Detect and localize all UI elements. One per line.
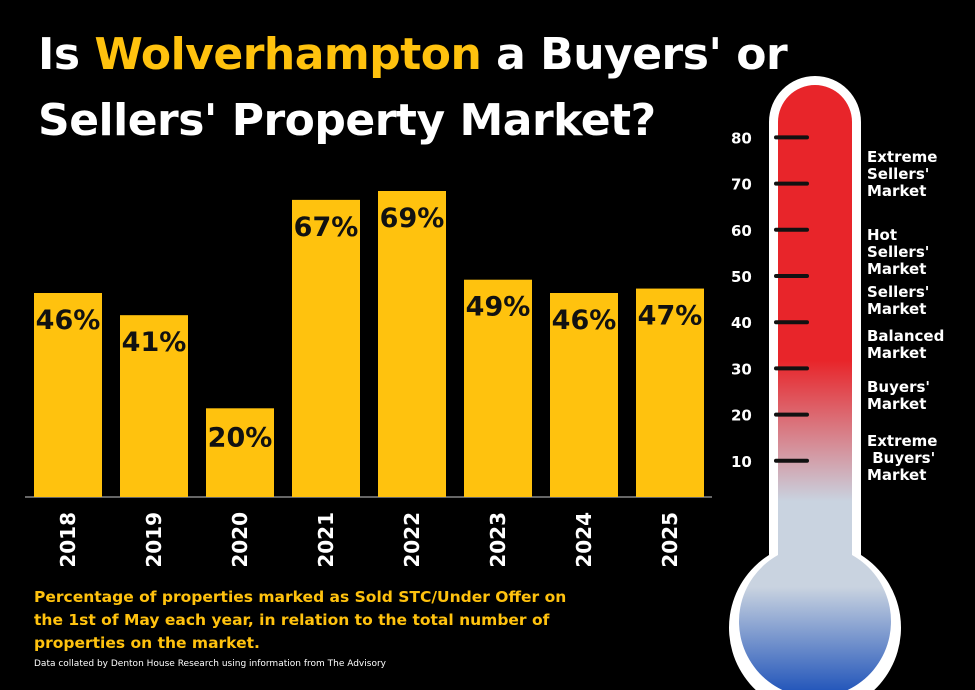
x-tick-2020: 2020 — [228, 512, 252, 568]
market-label-line: Market — [867, 181, 927, 200]
bar-2020 — [206, 408, 274, 497]
scale-label-40: 40 — [731, 314, 752, 332]
data-label-2018: 46% — [36, 305, 101, 336]
x-tick-2021: 2021 — [314, 512, 338, 568]
chart-caption: Percentage of properties marked as Sold … — [34, 588, 567, 652]
market-label-5: Extreme Buyers' Market — [867, 431, 975, 484]
market-label-line: Hot — [867, 226, 898, 245]
bar-2024 — [550, 293, 618, 497]
x-tick-2019: 2019 — [142, 512, 166, 568]
title-prefix: Is — [38, 29, 95, 80]
x-tick-2023: 2023 — [486, 512, 510, 568]
x-tick-2025: 2025 — [658, 512, 682, 568]
bar-2022 — [378, 191, 446, 497]
bar-2021 — [292, 199, 360, 497]
scale-label-70: 70 — [731, 176, 752, 194]
x-tick-2018: 2018 — [56, 512, 80, 568]
bar-2025 — [636, 288, 704, 497]
page-title: Is Wolverhampton a Buyers' or Sellers' P… — [38, 22, 788, 154]
bar-chart: 46% 2018 41% 2019 20% 2020 67% 2021 69% 2022 49% 20… — [25, 191, 712, 568]
data-label-2019: 41% — [122, 327, 187, 358]
scale-label-60: 60 — [731, 222, 752, 240]
market-label-3: Balanced Market — [867, 328, 975, 362]
scale-label-20: 20 — [731, 407, 752, 425]
bar-2023 — [464, 279, 532, 497]
market-label-0: Extreme Sellers' Market — [867, 147, 975, 200]
market-label-line: Market — [867, 300, 927, 319]
data-label-2024: 46% — [552, 305, 617, 336]
title-line2: Sellers' Property Market? — [38, 95, 656, 146]
data-label-2022: 69% — [380, 203, 445, 234]
title-line1-suffix: a Buyers' or — [481, 29, 788, 80]
x-tick-2022: 2022 — [400, 512, 424, 568]
data-label-2023: 49% — [466, 292, 531, 323]
source-note: Data collated by Denton House Research u… — [34, 659, 386, 669]
data-label-2025: 47% — [638, 301, 703, 332]
title-highlight: Wolverhampton — [94, 29, 482, 80]
market-label-1: Hot Sellers' Market — [867, 227, 975, 278]
market-label-4: Buyers' Market — [867, 379, 975, 413]
bar-2019 — [120, 315, 188, 497]
market-label-line: Balanced — [867, 327, 945, 346]
market-label-line: Sellers' — [867, 283, 930, 302]
market-label-line: Extreme — [867, 147, 938, 166]
market-label-line: Sellers' — [867, 164, 930, 183]
x-tick-2024: 2024 — [572, 512, 596, 568]
market-label-line: Sellers' — [867, 243, 930, 262]
bar-2018 — [34, 293, 102, 497]
market-label-line: Market — [867, 260, 927, 279]
market-label-2: Sellers' Market — [867, 284, 975, 318]
scale-label-50: 50 — [731, 268, 752, 286]
market-label-line: Market — [867, 465, 927, 484]
scale-label-30: 30 — [731, 360, 752, 378]
market-label-line: Buyers' — [867, 378, 930, 397]
market-label-line: Extreme — [867, 431, 938, 450]
market-label-line: Market — [867, 344, 927, 363]
data-label-2020: 20% — [208, 422, 273, 453]
data-label-2021: 67% — [294, 212, 359, 243]
scale-label-10: 10 — [731, 453, 752, 471]
market-label-line: Market — [867, 395, 927, 414]
market-label-line: Buyers' — [867, 448, 936, 467]
